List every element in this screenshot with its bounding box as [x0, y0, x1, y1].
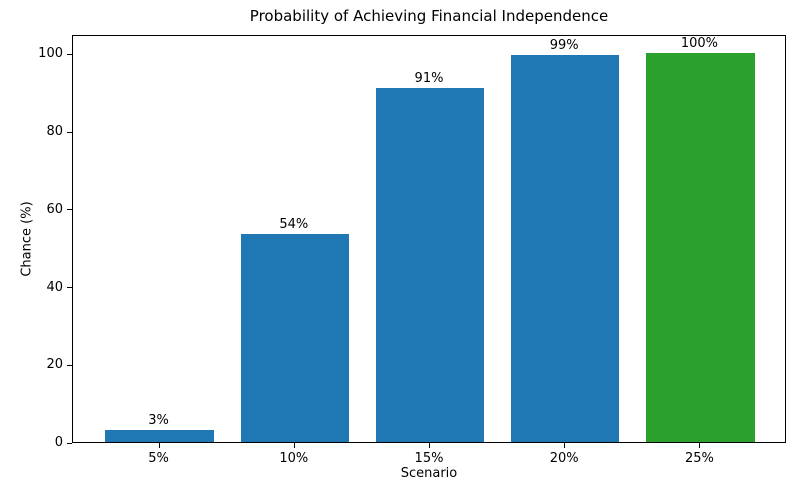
- bar-10%: [240, 234, 349, 442]
- x-tick-mark: [158, 443, 160, 448]
- y-tick-label: 80: [46, 124, 63, 140]
- y-tick-label: 40: [46, 279, 63, 295]
- y-tick-mark: [67, 209, 72, 211]
- chart-title: Probability of Achieving Financial Indep…: [249, 7, 609, 25]
- bar-value-label: 100%: [680, 36, 719, 52]
- x-tick-mark: [429, 443, 430, 448]
- x-tick-mark: [564, 443, 566, 448]
- x-tick-label: 5%: [148, 451, 169, 466]
- x-tick-mark: [699, 443, 701, 448]
- bar-20%: [511, 55, 620, 442]
- y-tick-mark: [67, 287, 72, 289]
- y-tick-mark: [67, 364, 72, 366]
- y-tick-label: 100: [38, 46, 63, 62]
- bar-value-label: 3%: [148, 413, 169, 429]
- y-tick-label: 60: [46, 201, 63, 217]
- x-tick-label: 10%: [279, 451, 309, 466]
- y-tick-mark: [67, 442, 72, 444]
- y-tick-mark: [67, 53, 72, 55]
- bar-15%: [375, 88, 485, 442]
- y-tick-label: 20: [46, 357, 63, 373]
- y-tick-label: 0: [54, 435, 63, 450]
- x-tick-label: 15%: [414, 451, 444, 466]
- x-tick-label: 20%: [549, 451, 579, 466]
- x-tick-label: 25%: [685, 451, 714, 466]
- bar-25%: [646, 53, 755, 442]
- bar-value-label: 91%: [414, 71, 444, 87]
- bar-5%: [105, 430, 214, 442]
- y-tick-mark: [67, 131, 72, 133]
- bar-value-label: 54%: [279, 217, 309, 233]
- x-axis-label: Scenario: [400, 466, 458, 481]
- x-tick-mark: [293, 443, 295, 448]
- plot-area: [72, 35, 786, 443]
- bar-value-label: 99%: [549, 38, 579, 54]
